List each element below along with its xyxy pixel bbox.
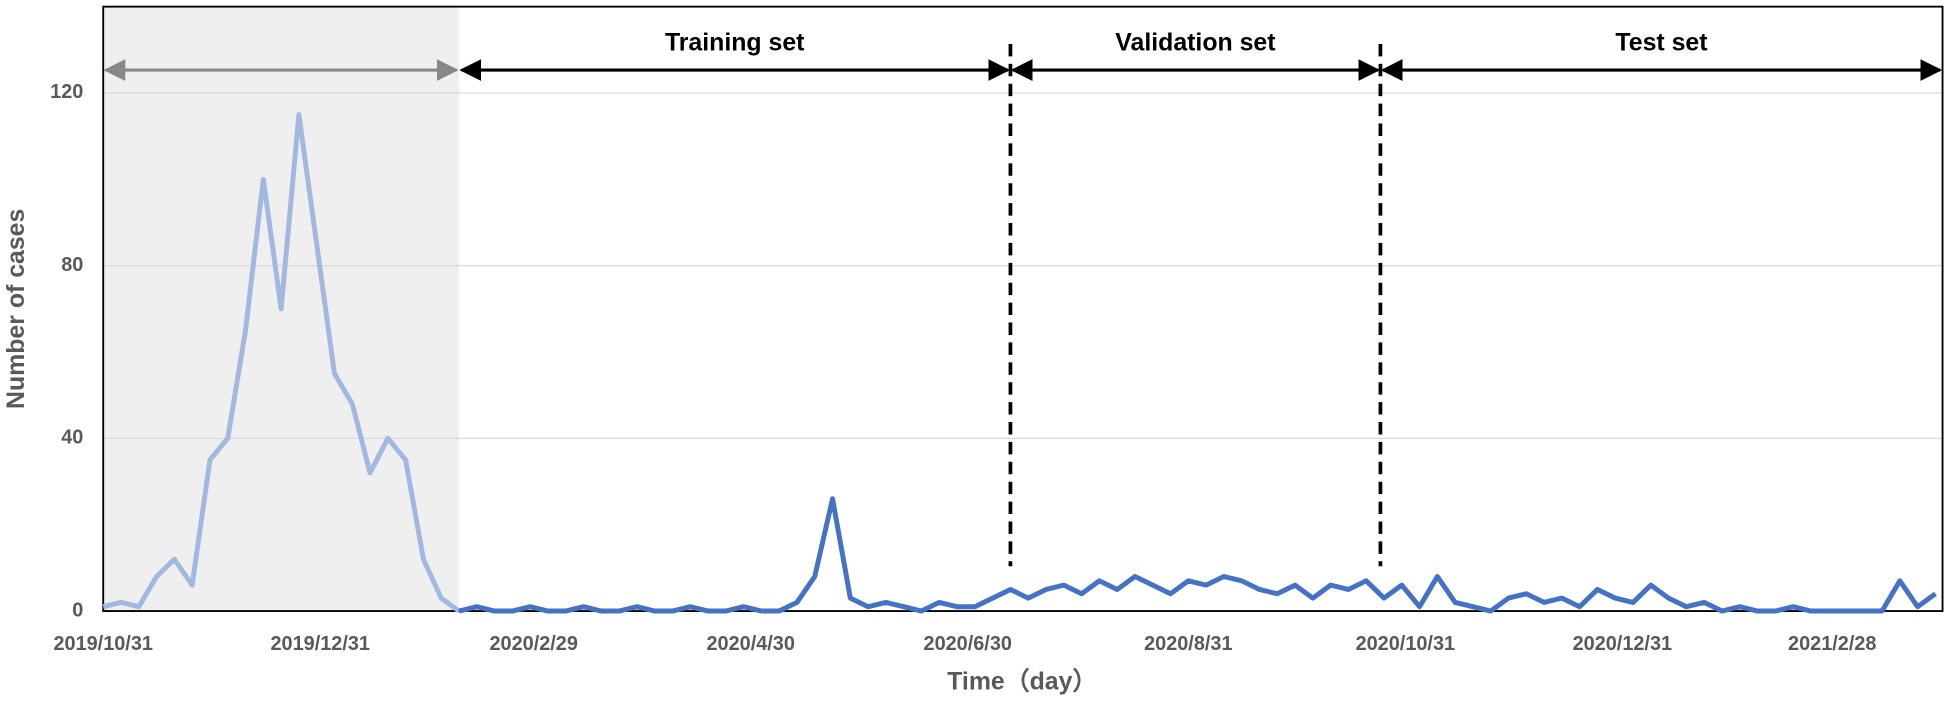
data-line-shaded: [102, 112, 461, 614]
x-tick-label: 2019/12/31: [270, 633, 369, 655]
span-label: Validation set: [1115, 29, 1275, 57]
span-label: Test set: [1615, 29, 1707, 57]
y-tick-label: 120: [50, 81, 83, 103]
x-tick-label: 2020/10/31: [1356, 633, 1455, 655]
x-tick-label: 2020/6/30: [924, 633, 1012, 655]
x-tick-label: 2020/12/31: [1573, 633, 1672, 655]
x-tick-label: 2019/10/31: [53, 633, 152, 655]
x-tick-label: 2020/2/29: [489, 633, 577, 655]
y-tick-label: 80: [61, 254, 83, 276]
plot-frame: [102, 5, 1944, 612]
y-axis-label: Number of cases: [2, 209, 30, 409]
data-line: [458, 496, 1937, 614]
y-tick-label: 40: [61, 427, 83, 449]
span-label: Training set: [665, 29, 805, 57]
x-tick-label: 2021/2/28: [1788, 633, 1876, 655]
x-tick-label: 2020/8/31: [1144, 633, 1232, 655]
x-axis-label: Time（day）: [947, 667, 1097, 696]
y-tick-label: 0: [72, 599, 83, 621]
x-tick-label: 2020/4/30: [707, 633, 795, 655]
